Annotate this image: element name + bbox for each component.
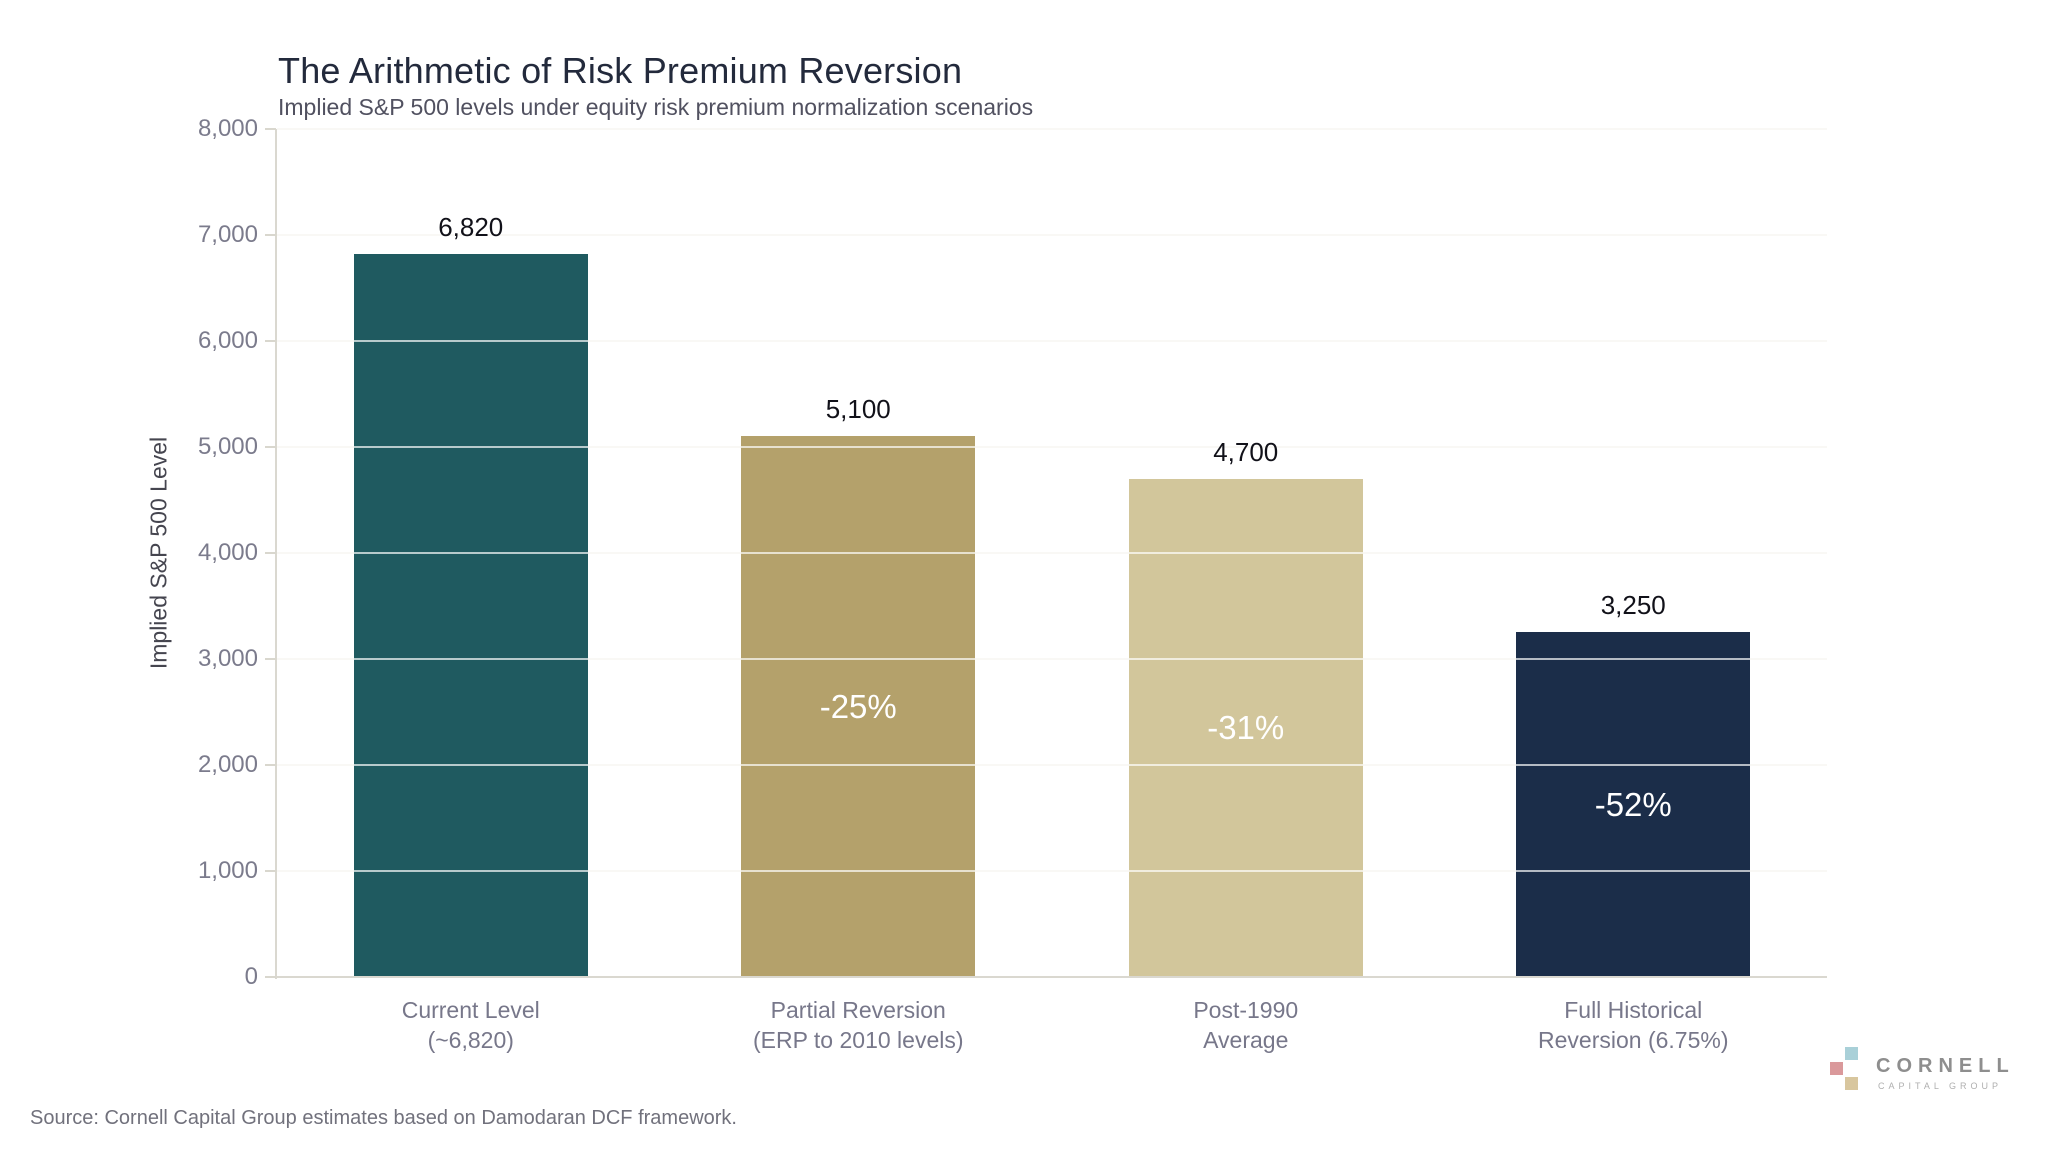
logo-square-blue-icon xyxy=(1845,1047,1858,1060)
source-note: Source: Cornell Capital Group estimates … xyxy=(30,1107,737,1129)
bar-value-label: 5,100 xyxy=(825,394,891,424)
y-tick-label: 1,000 xyxy=(197,857,258,884)
y-tick-mark xyxy=(265,552,276,554)
gridline-overlay xyxy=(277,552,1827,554)
y-tick-mark xyxy=(265,446,276,448)
chart-title: The Arithmetic of Risk Premium Reversion xyxy=(278,50,963,91)
gridline-overlay xyxy=(277,234,1827,236)
y-tick-mark xyxy=(265,128,276,130)
y-axis-line xyxy=(275,129,277,979)
bar-pct-label: -25% xyxy=(819,687,897,725)
y-tick-mark xyxy=(265,764,276,766)
y-tick-label: 8,000 xyxy=(197,115,258,142)
bar-1 xyxy=(741,436,976,977)
y-tick-mark xyxy=(265,976,276,978)
y-tick-label: 7,000 xyxy=(197,221,258,248)
bar-value-label: 4,700 xyxy=(1213,437,1279,467)
x-tick-label: Full Historical Reversion (6.75%) xyxy=(1538,997,1729,1054)
logo-square-tan-icon xyxy=(1845,1077,1858,1090)
y-tick-mark xyxy=(265,870,276,872)
logo-subtext: CAPITAL GROUP xyxy=(1878,1081,2003,1091)
y-tick-mark xyxy=(265,234,276,236)
y-tick-label: 0 xyxy=(244,963,258,990)
logo-wordmark: CORNELL xyxy=(1876,1055,2015,1077)
bar-pct-label: -52% xyxy=(1594,785,1672,823)
chart-subtitle: Implied S&P 500 levels under equity risk… xyxy=(278,94,1034,120)
bar-pct-label: -31% xyxy=(1207,709,1285,746)
bar-3 xyxy=(1516,632,1751,977)
y-tick-label: 3,000 xyxy=(197,645,258,672)
bar-value-label: 6,820 xyxy=(438,212,504,242)
y-tick-label: 6,000 xyxy=(197,327,258,354)
y-tick-label: 5,000 xyxy=(197,433,258,460)
bar-0 xyxy=(353,254,588,977)
bar-value-label: 3,250 xyxy=(1600,590,1666,620)
logo-square-pink-icon xyxy=(1830,1062,1843,1075)
x-tick-label: Current Level (~6,820) xyxy=(401,997,540,1054)
x-axis-line xyxy=(275,976,1827,978)
y-tick-mark xyxy=(265,340,276,342)
gridline-overlay xyxy=(277,764,1827,766)
gridline-overlay xyxy=(277,446,1827,448)
cornell-logo: CORNELL CAPITAL GROUP xyxy=(1830,1045,2040,1095)
gridline-overlay xyxy=(277,870,1827,872)
bar-2 xyxy=(1128,479,1363,977)
y-tick-label: 4,000 xyxy=(197,539,258,566)
gridline-overlay xyxy=(277,658,1827,660)
x-tick-label: Partial Reversion (ERP to 2010 levels) xyxy=(752,997,964,1054)
plot-area: 6,820 5,100 -25% 4,700 -31% 3,250 -52% xyxy=(277,128,1827,977)
y-tick-mark xyxy=(265,658,276,660)
gridline-overlay xyxy=(277,128,1827,130)
y-tick-label: 2,000 xyxy=(197,751,258,778)
x-tick-label: Post-1990 Average xyxy=(1193,997,1299,1054)
gridline-overlay xyxy=(277,340,1827,342)
